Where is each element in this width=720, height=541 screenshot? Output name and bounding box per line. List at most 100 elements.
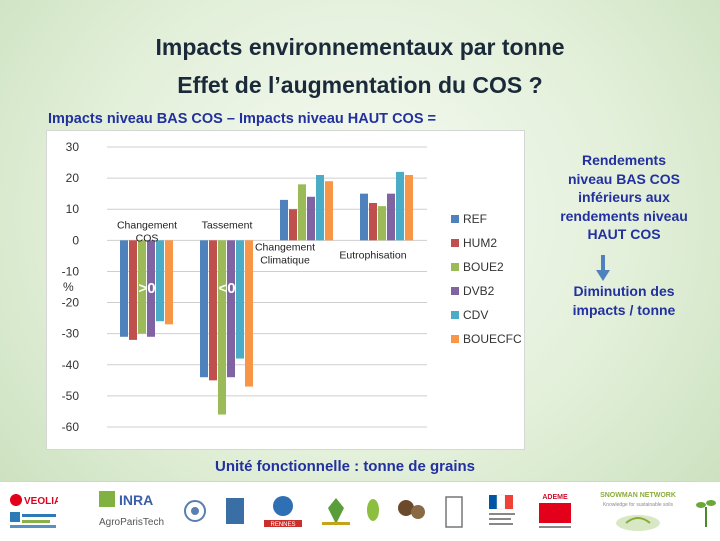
side-note-line: inférieurs aux — [578, 189, 670, 205]
legend-label-cdv: CDV — [463, 308, 488, 322]
sprout-icon — [696, 500, 716, 527]
y-tick-label: 0 — [72, 233, 79, 247]
category-label: Changement — [117, 219, 177, 231]
bar-dvb2 — [387, 193, 395, 241]
legend-swatch-boue2 — [451, 263, 459, 271]
partner-logo-strip: VEOLIA INRA AgroParisTech RENNES — [0, 481, 720, 541]
legend-swatch-hum2 — [451, 239, 459, 247]
agro-network-logo — [316, 486, 356, 536]
side-note-line: HAUT COS — [587, 226, 661, 242]
bar-ref — [360, 193, 368, 241]
bar-boue2 — [298, 184, 306, 241]
sign-annotation: <0 — [218, 280, 235, 297]
bar-hum2 — [289, 209, 297, 241]
bar-dvb2 — [227, 240, 235, 378]
seal-icon — [184, 500, 206, 522]
impact-bar-chart: 3020100-10-20-30-40-50-60%ChangementCOST… — [62, 140, 522, 434]
category-label: Tassement — [202, 219, 253, 231]
soil-icon — [398, 500, 425, 519]
bar-ref — [120, 240, 128, 337]
snowman-logo-icon: SNOWMAN NETWORK Knowledge for sustainabl… — [600, 492, 676, 531]
y-tick-label: -30 — [62, 327, 80, 341]
title-line-1: Impacts environnementaux par tonne — [155, 34, 565, 60]
bar-ref — [200, 240, 208, 378]
category-label-line2: COS — [136, 232, 159, 244]
plant-icon — [322, 498, 350, 525]
cirad-logo — [220, 486, 250, 536]
veolia-logo-icon: VEOLIA — [10, 494, 58, 507]
legend-swatch-dvb2 — [451, 287, 459, 295]
bar-boue2 — [218, 240, 226, 415]
inra-logo-icon: INRA — [99, 491, 153, 508]
bar-bouecfc — [165, 240, 173, 325]
sign-annotation: >0 — [298, 280, 315, 297]
snowman-logo-text: SNOWMAN NETWORK — [600, 492, 676, 499]
legend-label-boue2: BOUE2 — [463, 260, 504, 274]
snowman-network-logo: SNOWMAN NETWORK Knowledge for sustainabl… — [586, 486, 690, 536]
agrocampus-logo: RENNES — [258, 486, 308, 536]
bar-cdv — [156, 240, 164, 322]
veolia-logo: VEOLIA — [6, 486, 60, 536]
sign-annotation: >0 — [376, 274, 393, 291]
y-tick-label: 10 — [66, 202, 80, 216]
bar-hum2 — [209, 240, 217, 381]
soil-logo — [392, 486, 432, 536]
bar-cdv — [236, 240, 244, 359]
cirad-icon — [226, 498, 244, 524]
legend-label-dvb2: DVB2 — [463, 284, 495, 298]
legend-label-ref: REF — [463, 212, 487, 226]
tower-logo — [440, 486, 468, 536]
side-note-line: Rendements — [581, 152, 667, 168]
leaf-icon — [367, 499, 379, 521]
y-tick-label: 20 — [66, 171, 80, 185]
ademe-logo-text: ADEME — [542, 494, 568, 501]
agroparistech-logo-text: AgroParisTech — [99, 517, 164, 528]
y-tick-label: -20 — [62, 296, 80, 310]
legend-label-hum2: HUM2 — [463, 236, 497, 250]
y-tick-label: -60 — [62, 420, 80, 434]
legend-label-bouecfc: BOUECFC — [463, 332, 522, 346]
category-label-line2: Climatique — [260, 254, 310, 266]
chart-panel: 30 20 10 0 -10 -20 -30 -40 -50 -60% Changement COS T… — [46, 130, 525, 450]
y-tick-label: -40 — [62, 358, 80, 372]
altenna-logo-icon — [10, 512, 56, 528]
side-note-line: niveau BAS COS — [567, 170, 681, 187]
sprout-logo — [694, 486, 718, 536]
bar-bouecfc — [405, 175, 413, 241]
inra-logo: INRA AgroParisTech — [96, 486, 170, 536]
title-line-2: Effet de l’augmentation du COS ? — [177, 72, 543, 98]
bar-boue2 — [138, 240, 146, 334]
bar-boue2 — [378, 206, 386, 241]
slide-title: Impacts environnementaux par tonne Effet… — [0, 28, 720, 104]
bar-hum2 — [369, 203, 377, 241]
agrocampus-icon: RENNES — [264, 496, 302, 528]
bar-bouecfc — [245, 240, 253, 387]
category-label: Eutrophisation — [339, 249, 406, 261]
ademe-logo-icon: ADEME — [539, 494, 571, 528]
functional-unit-note: Unité fonctionnelle : tonne de grains — [214, 458, 475, 475]
ademe-logo: ADEME — [532, 486, 578, 536]
side-note-line: rendements niveau — [560, 207, 688, 224]
bar-dvb2 — [307, 196, 315, 241]
small-leaf-logo — [362, 486, 384, 536]
side-note-line: impacts / tonne — [572, 301, 676, 318]
tricolor-flag-icon — [489, 494, 515, 525]
bar-cdv — [396, 171, 404, 241]
down-arrow-icon — [596, 255, 610, 281]
side-note-line: Diminution des — [573, 283, 675, 299]
bar-dvb2 — [147, 240, 155, 337]
side-note-rendements: Rendements niveau BAS COS inférieurs aux… — [534, 151, 714, 244]
y-axis-label: % — [63, 280, 74, 294]
legend-swatch-cdv — [451, 311, 459, 319]
bar-cdv — [316, 175, 324, 241]
republique-francaise-logo — [482, 486, 522, 536]
rennes-logo-text: RENNES — [270, 522, 295, 528]
snowman-tagline: Knowledge for sustainable soils — [603, 502, 674, 508]
tower-icon — [445, 496, 463, 528]
y-tick-label: -10 — [62, 264, 80, 278]
inra-logo-text: INRA — [119, 492, 153, 508]
bar-bouecfc — [325, 181, 333, 241]
y-tick-label: 30 — [66, 140, 80, 154]
university-seal-logo — [180, 486, 210, 536]
legend-swatch-ref — [451, 215, 459, 223]
